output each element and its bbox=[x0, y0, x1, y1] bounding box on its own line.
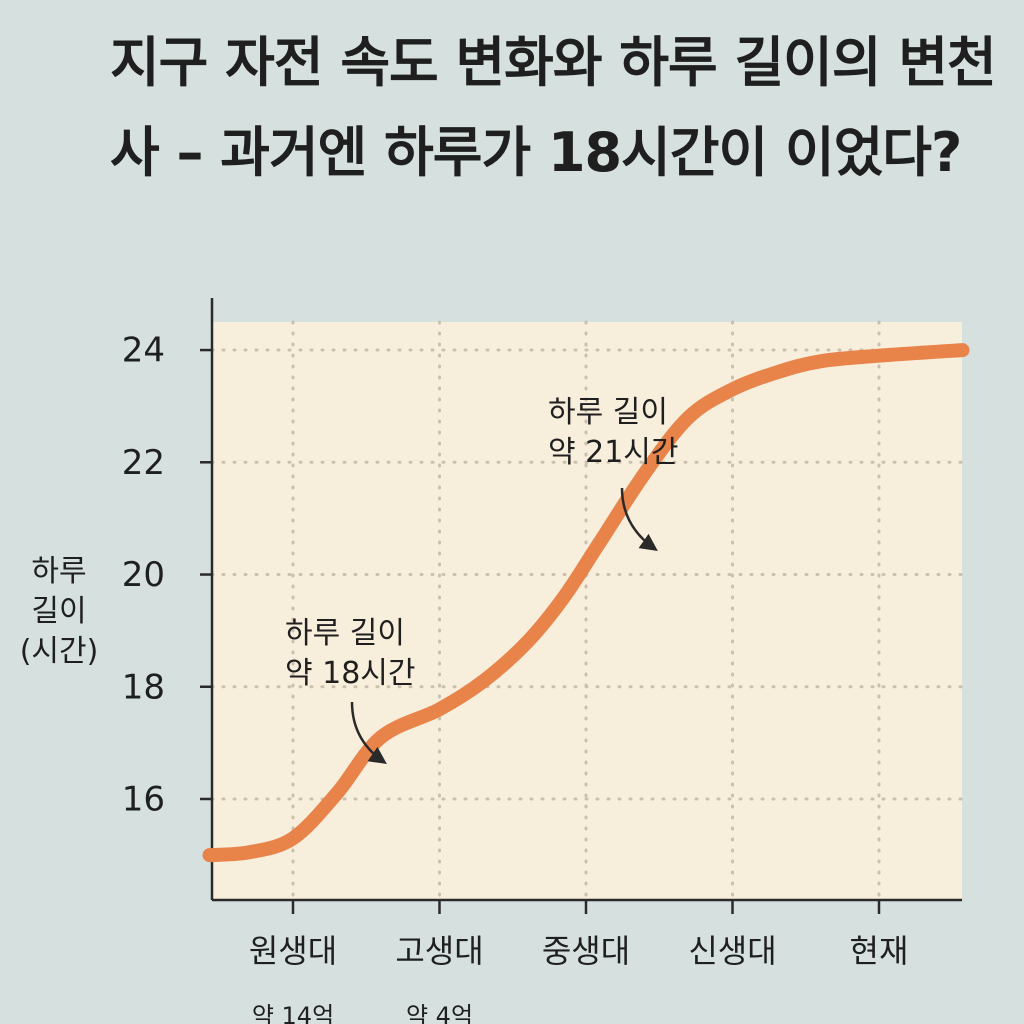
x-axis-categories: 원생대 약 14억 고생대 약 4억 중생대 신생대 현재 bbox=[0, 926, 1024, 1024]
annotation-label: 하루 길이 약 21시간 bbox=[548, 395, 679, 470]
annotation-label: 하루 길이 약 18시간 bbox=[285, 616, 416, 691]
y-tick-label: 18 bbox=[122, 667, 165, 707]
y-tick-label: 24 bbox=[122, 331, 165, 371]
y-ticks: 16 18 20 22 24 bbox=[122, 331, 212, 819]
annotations: 하루 길이 약 18시간 하루 길이 약 21시간 bbox=[285, 395, 679, 764]
x-category: 현재 bbox=[799, 926, 959, 976]
x-tick-label: 중생대 bbox=[541, 932, 631, 970]
x-tick-label: 현재 bbox=[849, 932, 909, 970]
annotation-arrow bbox=[350, 701, 387, 764]
annotation-arrow bbox=[620, 487, 658, 552]
y-tick-label: 22 bbox=[122, 443, 165, 483]
x-tick-label: 고생대 bbox=[395, 932, 484, 970]
y-tick-label: 20 bbox=[122, 555, 165, 595]
chart-title: 지구 자전 속도 변화와 하루 길이의 변천사 – 과거엔 하루가 18시간이 … bbox=[110, 31, 997, 184]
x-tick-note: 약 14억 bbox=[251, 1002, 335, 1024]
series bbox=[202, 343, 970, 863]
x-category: 중생대 bbox=[506, 926, 666, 976]
x-tick-label: 원생대 bbox=[248, 932, 338, 970]
y-tick-label: 16 bbox=[122, 779, 165, 819]
y-axis-label: 하루 길이 (시간) bbox=[19, 554, 99, 669]
x-category: 신생대 bbox=[653, 926, 813, 976]
series-line bbox=[202, 343, 970, 863]
x-tick-label: 신생대 bbox=[688, 932, 777, 970]
x-tick-note: 약 4억 bbox=[405, 1002, 474, 1024]
